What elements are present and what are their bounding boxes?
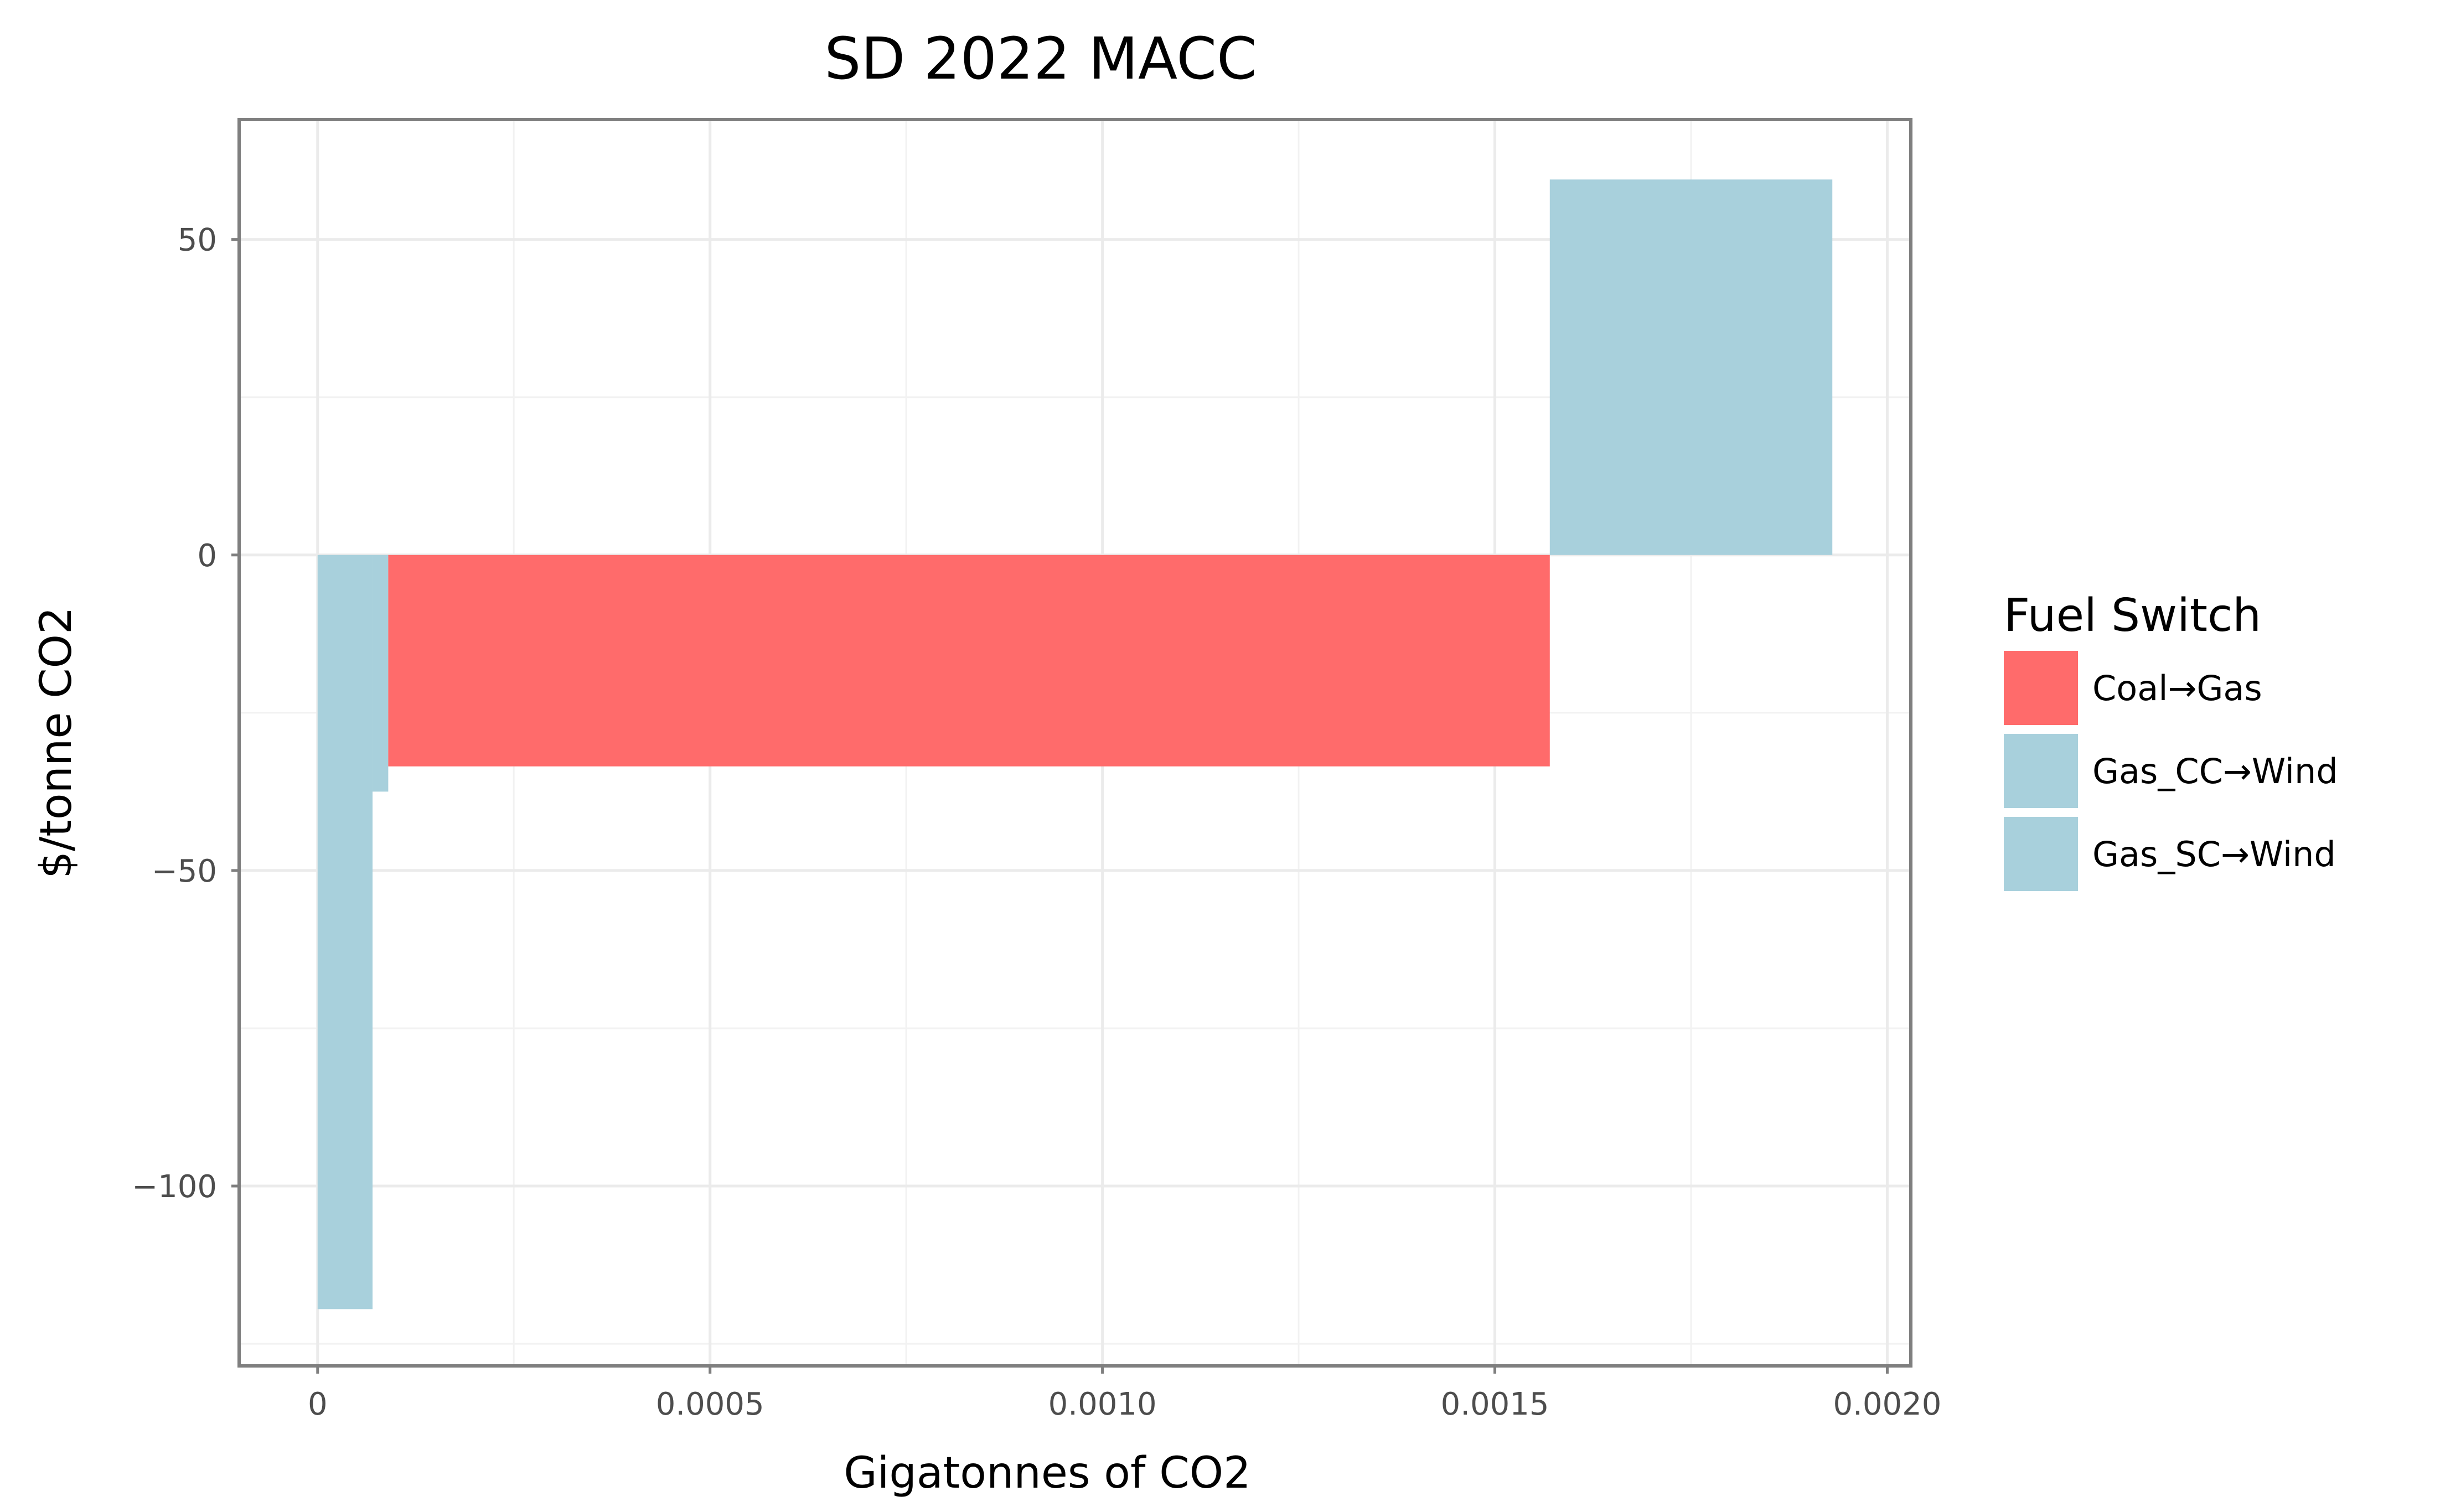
legend-label: Gas_CC→Wind <box>2092 751 2338 791</box>
legend-title: Fuel Switch <box>2004 589 2261 642</box>
x-tick-label: 0 <box>308 1386 328 1422</box>
bar <box>1549 179 1833 555</box>
legend-label: Gas_SC→Wind <box>2092 834 2336 874</box>
x-tick-label: 0.0010 <box>1048 1386 1157 1422</box>
y-tick-label: 50 <box>178 222 217 258</box>
bar <box>317 555 373 1309</box>
x-tick-label: 0.0015 <box>1441 1386 1549 1422</box>
bars-layer <box>317 179 1833 1309</box>
legend: Fuel Switch Coal→Gas Gas_CC→Wind Gas_SC→Wi… <box>2004 589 2338 891</box>
y-axis-ticks: −100 −50 0 50 <box>132 222 239 1205</box>
y-tick-label: −100 <box>132 1169 217 1205</box>
x-axis-ticks: 0 0.0005 0.0010 0.0015 0.0020 <box>308 1366 1941 1422</box>
x-axis-title: Gigatonnes of CO2 <box>844 1448 1250 1498</box>
legend-key <box>2004 734 2078 808</box>
legend-key <box>2004 817 2078 891</box>
x-tick-label: 0.0020 <box>1833 1386 1941 1422</box>
y-tick-label: −50 <box>152 853 217 889</box>
bar <box>388 555 1550 767</box>
y-tick-label: 0 <box>197 538 217 574</box>
x-tick-label: 0.0005 <box>656 1386 764 1422</box>
legend-key <box>2004 651 2078 725</box>
y-axis-title: $/tonne CO2 <box>32 607 81 878</box>
plot-panel-border <box>237 118 1912 1368</box>
chart-title: SD 2022 MACC <box>824 25 1257 92</box>
bar <box>373 555 389 792</box>
legend-label: Coal→Gas <box>2092 668 2262 708</box>
